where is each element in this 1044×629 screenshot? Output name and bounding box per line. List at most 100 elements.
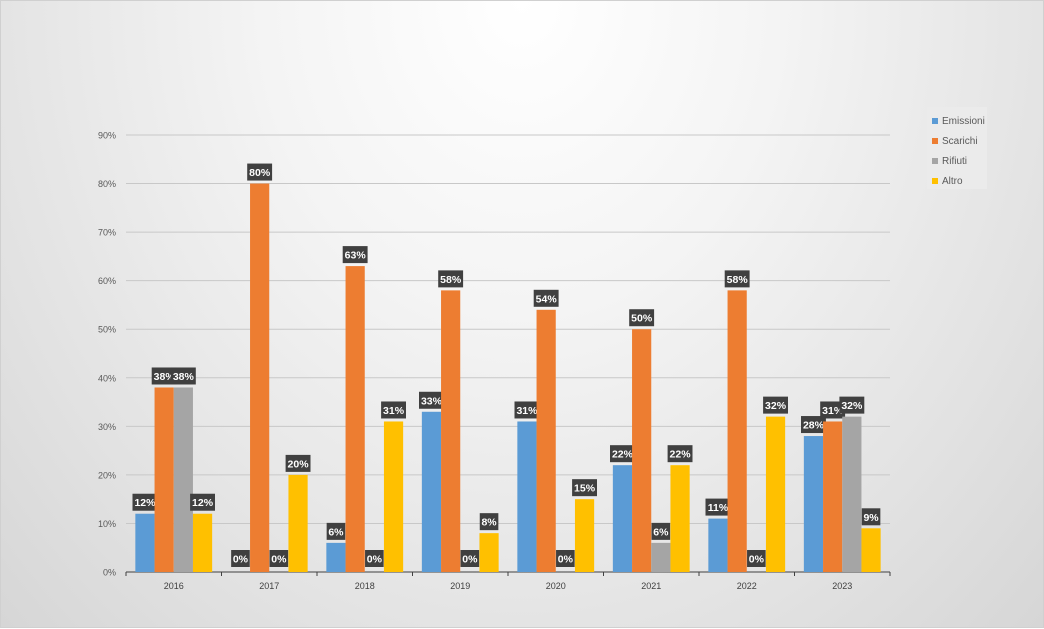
bar [250,183,270,573]
legend-item-altro: Altro [932,171,987,191]
data-label: 12% [134,497,156,509]
data-label-box [479,513,499,531]
bar [632,329,652,572]
data-label: 80% [249,167,271,179]
data-label-box [724,270,750,288]
y-tick-label: 50% [98,325,116,335]
bar [612,465,633,572]
data-label-box [556,550,575,567]
data-label-box [190,493,215,511]
x-tick-label: 2017 [259,581,279,591]
data-label-box [801,416,826,434]
data-label-box [610,445,635,463]
bar [345,266,365,572]
legend-item-scarichi: Scarichi [932,131,987,151]
x-tick-label: 2022 [737,581,757,591]
data-label: 54% [536,293,558,305]
y-tick-label: 90% [98,131,116,141]
data-label: 0% [462,554,478,566]
data-label-box [651,522,671,540]
bar [574,499,595,572]
data-label: 15% [574,483,596,495]
data-label-box [231,550,250,567]
bar [651,542,671,572]
legend: Emissioni Scarichi Rifiuti Altro [927,107,987,189]
data-label: 50% [631,313,653,325]
y-tick-label: 40% [98,373,116,383]
bar [154,387,174,572]
data-label: 31% [383,405,405,417]
data-label-box [269,550,289,567]
bar [326,542,346,572]
x-tick-label: 2018 [355,581,375,591]
data-label-box [629,309,655,327]
y-tick-label: 60% [98,276,116,286]
legend-label: Emissioni [942,115,985,127]
bar [383,421,404,572]
bar [288,474,308,572]
bar [803,436,824,572]
y-tick-label: 0% [103,568,116,578]
legend-label: Rifiuti [942,155,968,167]
data-label: 22% [670,449,692,461]
data-label: 38% [173,371,195,383]
bar [765,416,786,572]
data-label-box [763,396,788,414]
data-label: 33% [421,395,443,407]
data-label-box [326,522,346,540]
data-label-box [365,550,384,567]
data-label: 0% [271,554,287,566]
data-label-box [342,246,368,264]
data-label: 12% [192,497,214,509]
y-tick-label: 70% [98,228,116,238]
x-tick-label: 2019 [450,581,470,591]
data-label-box [747,550,766,567]
data-label: 22% [612,449,634,461]
data-label: 58% [727,274,749,286]
x-tick-label: 2016 [164,581,184,591]
legend-swatch [932,178,938,184]
data-label-box [705,498,731,516]
data-label: 31% [822,405,844,417]
data-label: 32% [841,400,863,412]
data-label-box [170,367,196,385]
x-tick-label: 2021 [641,581,661,591]
legend-label: Scarichi [942,135,978,147]
x-tick-label: 2023 [832,581,852,591]
data-label-box [667,445,693,463]
data-label: 32% [765,400,787,412]
data-label: 0% [749,554,765,566]
data-label: 28% [803,420,825,432]
legend-item-emissioni: Emissioni [932,111,987,131]
bar [441,290,461,572]
data-label: 38% [154,371,176,383]
bar [823,421,843,572]
data-label-box [533,289,559,307]
data-label-box [514,401,540,419]
bar [727,290,747,572]
data-label: 6% [653,526,669,538]
data-label: 8% [481,517,497,529]
bar [670,465,690,572]
data-label-box [861,508,881,526]
data-label-box [460,550,480,567]
y-tick-label: 30% [98,422,116,432]
bar [479,533,499,572]
data-label-box [247,163,273,181]
y-tick-label: 80% [98,179,116,189]
legend-swatch [932,118,938,124]
data-label: 9% [863,512,879,524]
data-label-box [438,270,464,288]
legend-swatch [932,138,938,144]
data-label: 6% [328,526,344,538]
legend-swatch [932,158,938,164]
data-label-box [839,396,865,414]
bar [861,528,881,572]
data-label: 63% [345,250,367,262]
data-label-box [151,367,177,385]
data-label-box [419,391,444,409]
data-label: 0% [367,554,383,566]
data-label-box [381,401,406,419]
